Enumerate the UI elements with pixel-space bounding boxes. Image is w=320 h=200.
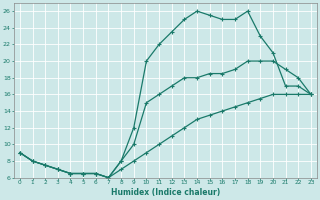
X-axis label: Humidex (Indice chaleur): Humidex (Indice chaleur) [111,188,220,197]
